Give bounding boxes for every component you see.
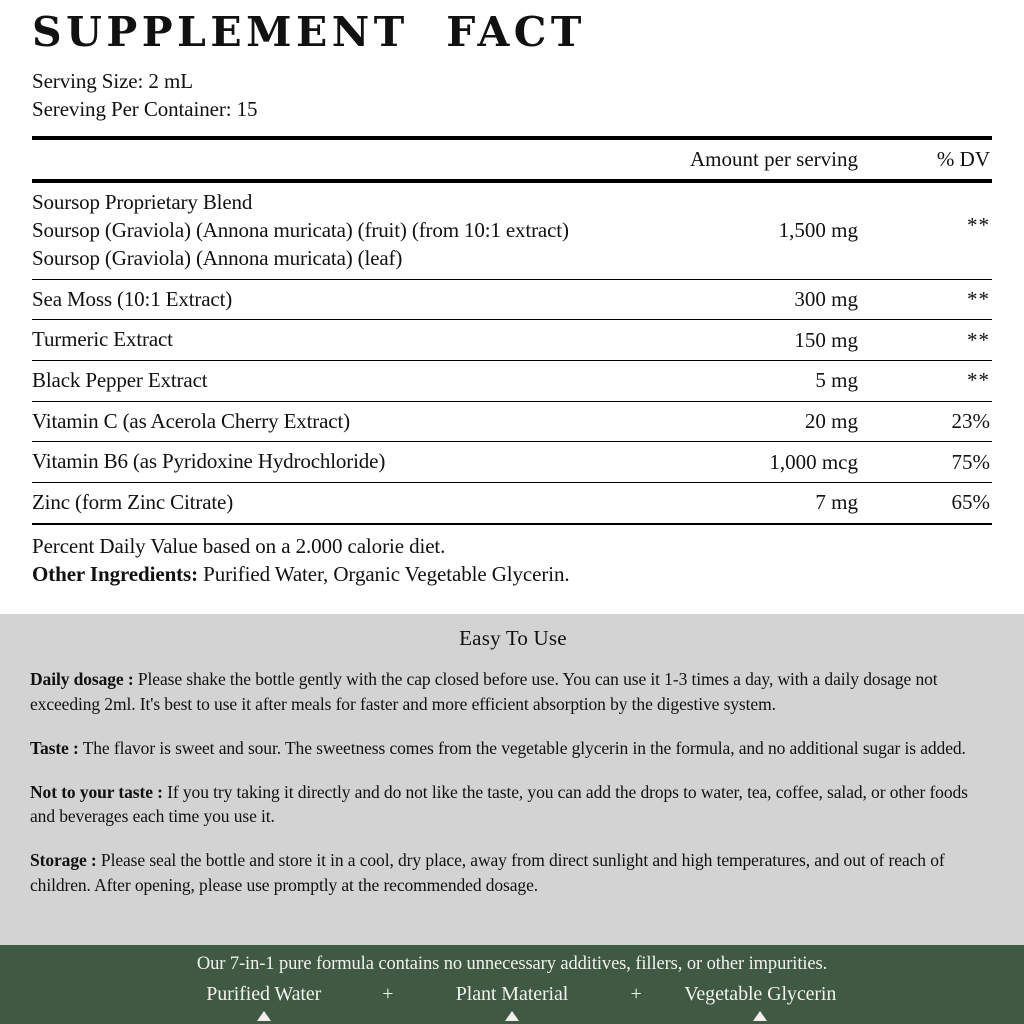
- dv-value: **: [967, 368, 990, 393]
- column-header-dv: % DV: [862, 135, 992, 181]
- table-row: Zinc (form Zinc Citrate) 7 mg 65%: [32, 482, 992, 524]
- triangle-up-icon: [753, 1011, 768, 1022]
- usage-text: The flavor is sweet and sour. The sweetn…: [78, 737, 966, 758]
- ingredient-name-line: Soursop Proprietary Blend: [32, 189, 253, 214]
- triangle-up-icon: [505, 1011, 519, 1022]
- formula-item-label: Vegetable Glycerin: [684, 983, 837, 1006]
- ingredient-amount: 150 mg: [646, 319, 862, 361]
- dv-value: **: [967, 327, 990, 352]
- usage-text: Please seal the bottle and store it in a…: [30, 850, 945, 896]
- ingredient-name-line: Soursop (Graviola) (Annona muricata) (fr…: [32, 217, 569, 242]
- ingredient-dv: **: [862, 359, 992, 402]
- usage-label: Taste :: [30, 737, 79, 758]
- formula-item-purified-water: Purified Water: [171, 982, 356, 1022]
- easy-to-use-title: Easy To Use: [459, 626, 567, 650]
- servings-per-container: Sereving Per Container: 15: [32, 96, 258, 121]
- serving-size: Serving Size: 2 mL: [32, 68, 193, 93]
- ingredient-dv: 65%: [862, 482, 992, 524]
- ingredient-dv: **: [862, 178, 992, 280]
- ingredient-name: Black Pepper Extract: [32, 359, 646, 402]
- table-bottom-rule: [32, 522, 992, 526]
- table-row: Black Pepper Extract 5 mg **: [32, 359, 992, 402]
- other-ingredients-label: Other Ingredients:: [32, 561, 199, 586]
- ingredient-name: Vitamin C (as Acerola Cherry Extract): [32, 400, 646, 442]
- formula-item-vegetable-glycerin: Vegetable Glycerin: [668, 982, 853, 1022]
- formula-tagline: Our 7-in-1 pure formula contains no unne…: [196, 954, 828, 974]
- supplement-facts-panel: SUPPLEMENT FACT Serving Size: 2 mL Serev…: [32, 8, 992, 589]
- usage-text: If you try taking it directly and do not…: [30, 781, 968, 827]
- ingredient-amount: 20 mg: [646, 400, 862, 442]
- usage-block-taste: Taste : The flavor is sweet and sour. Th…: [30, 736, 996, 761]
- usage-block-daily-dosage: Daily dosage : Please shake the bottle g…: [30, 667, 996, 717]
- usage-label: Not to your taste :: [30, 781, 163, 802]
- ingredient-amount: 7 mg: [646, 482, 862, 524]
- other-ingredients-text: Purified Water, Organic Vegetable Glycer…: [198, 561, 570, 586]
- usage-label: Storage :: [30, 850, 97, 871]
- dv-value: **: [967, 286, 990, 311]
- page-title: SUPPLEMENT FACT: [32, 8, 586, 56]
- ingredient-name-blend: Soursop Proprietary Blend Soursop (Gravi…: [32, 178, 646, 280]
- ingredient-amount: 5 mg: [646, 359, 862, 402]
- formula-item-plant-material: Plant Material: [420, 982, 605, 1022]
- daily-value-footnote: Percent Daily Value based on a 2.000 cal…: [32, 533, 446, 558]
- dv-value: **: [967, 212, 990, 237]
- formula-item-label: Purified Water: [206, 983, 322, 1006]
- table-row: Turmeric Extract 150 mg **: [32, 319, 992, 361]
- ingredient-amount: 300 mg: [646, 278, 862, 320]
- triangle-up-icon: [256, 1011, 271, 1022]
- table-row: Soursop Proprietary Blend Soursop (Gravi…: [32, 178, 992, 280]
- usage-text: Please shake the bottle gently with the …: [30, 669, 938, 714]
- formula-item-label: Plant Material: [455, 983, 569, 1006]
- usage-label: Daily dosage :: [30, 669, 134, 689]
- plus-separator: +: [382, 983, 394, 1006]
- column-header-name: [32, 135, 646, 181]
- ingredient-name: Zinc (form Zinc Citrate): [32, 482, 646, 524]
- plus-separator: +: [630, 983, 642, 1006]
- ingredient-dv: **: [862, 319, 992, 361]
- other-ingredients: Other Ingredients: Purified Water, Organ…: [32, 561, 992, 589]
- footnotes: Percent Daily Value based on a 2.000 cal…: [32, 533, 992, 589]
- usage-block-storage: Storage : Please seal the bottle and sto…: [30, 848, 996, 898]
- ingredient-dv: 75%: [862, 441, 992, 483]
- table-header: Amount per serving % DV: [32, 135, 992, 181]
- ingredient-name-line: Soursop (Graviola) (Annona muricata) (le…: [32, 245, 403, 270]
- easy-to-use-panel: Easy To Use Daily dosage : Please shake …: [0, 614, 1024, 943]
- ingredient-name: Sea Moss (10:1 Extract): [32, 278, 646, 320]
- column-header-amount: Amount per serving: [646, 135, 862, 181]
- formula-footer: Our 7-in-1 pure formula contains no unne…: [0, 943, 1024, 1024]
- table-row: Sea Moss (10:1 Extract) 300 mg **: [32, 278, 992, 320]
- ingredient-amount: 1,000 mcg: [646, 441, 862, 483]
- ingredient-dv: **: [862, 278, 992, 320]
- supplement-facts-table: Amount per serving % DV Soursop Propriet…: [32, 135, 992, 526]
- ingredient-dv: 23%: [862, 400, 992, 442]
- ingredient-name: Vitamin B6 (as Pyridoxine Hydrochloride): [32, 441, 646, 483]
- ingredient-amount: 1,500 mg: [646, 178, 862, 280]
- table-row: Vitamin C (as Acerola Cherry Extract) 20…: [32, 400, 992, 442]
- formula-ingredient-list: Purified Water + Plant Material + Vegeta…: [0, 982, 1024, 1022]
- table-row: Vitamin B6 (as Pyridoxine Hydrochloride)…: [32, 441, 992, 483]
- usage-block-not-to-your-taste: Not to your taste : If you try taking it…: [30, 780, 996, 830]
- ingredient-name: Turmeric Extract: [32, 319, 646, 361]
